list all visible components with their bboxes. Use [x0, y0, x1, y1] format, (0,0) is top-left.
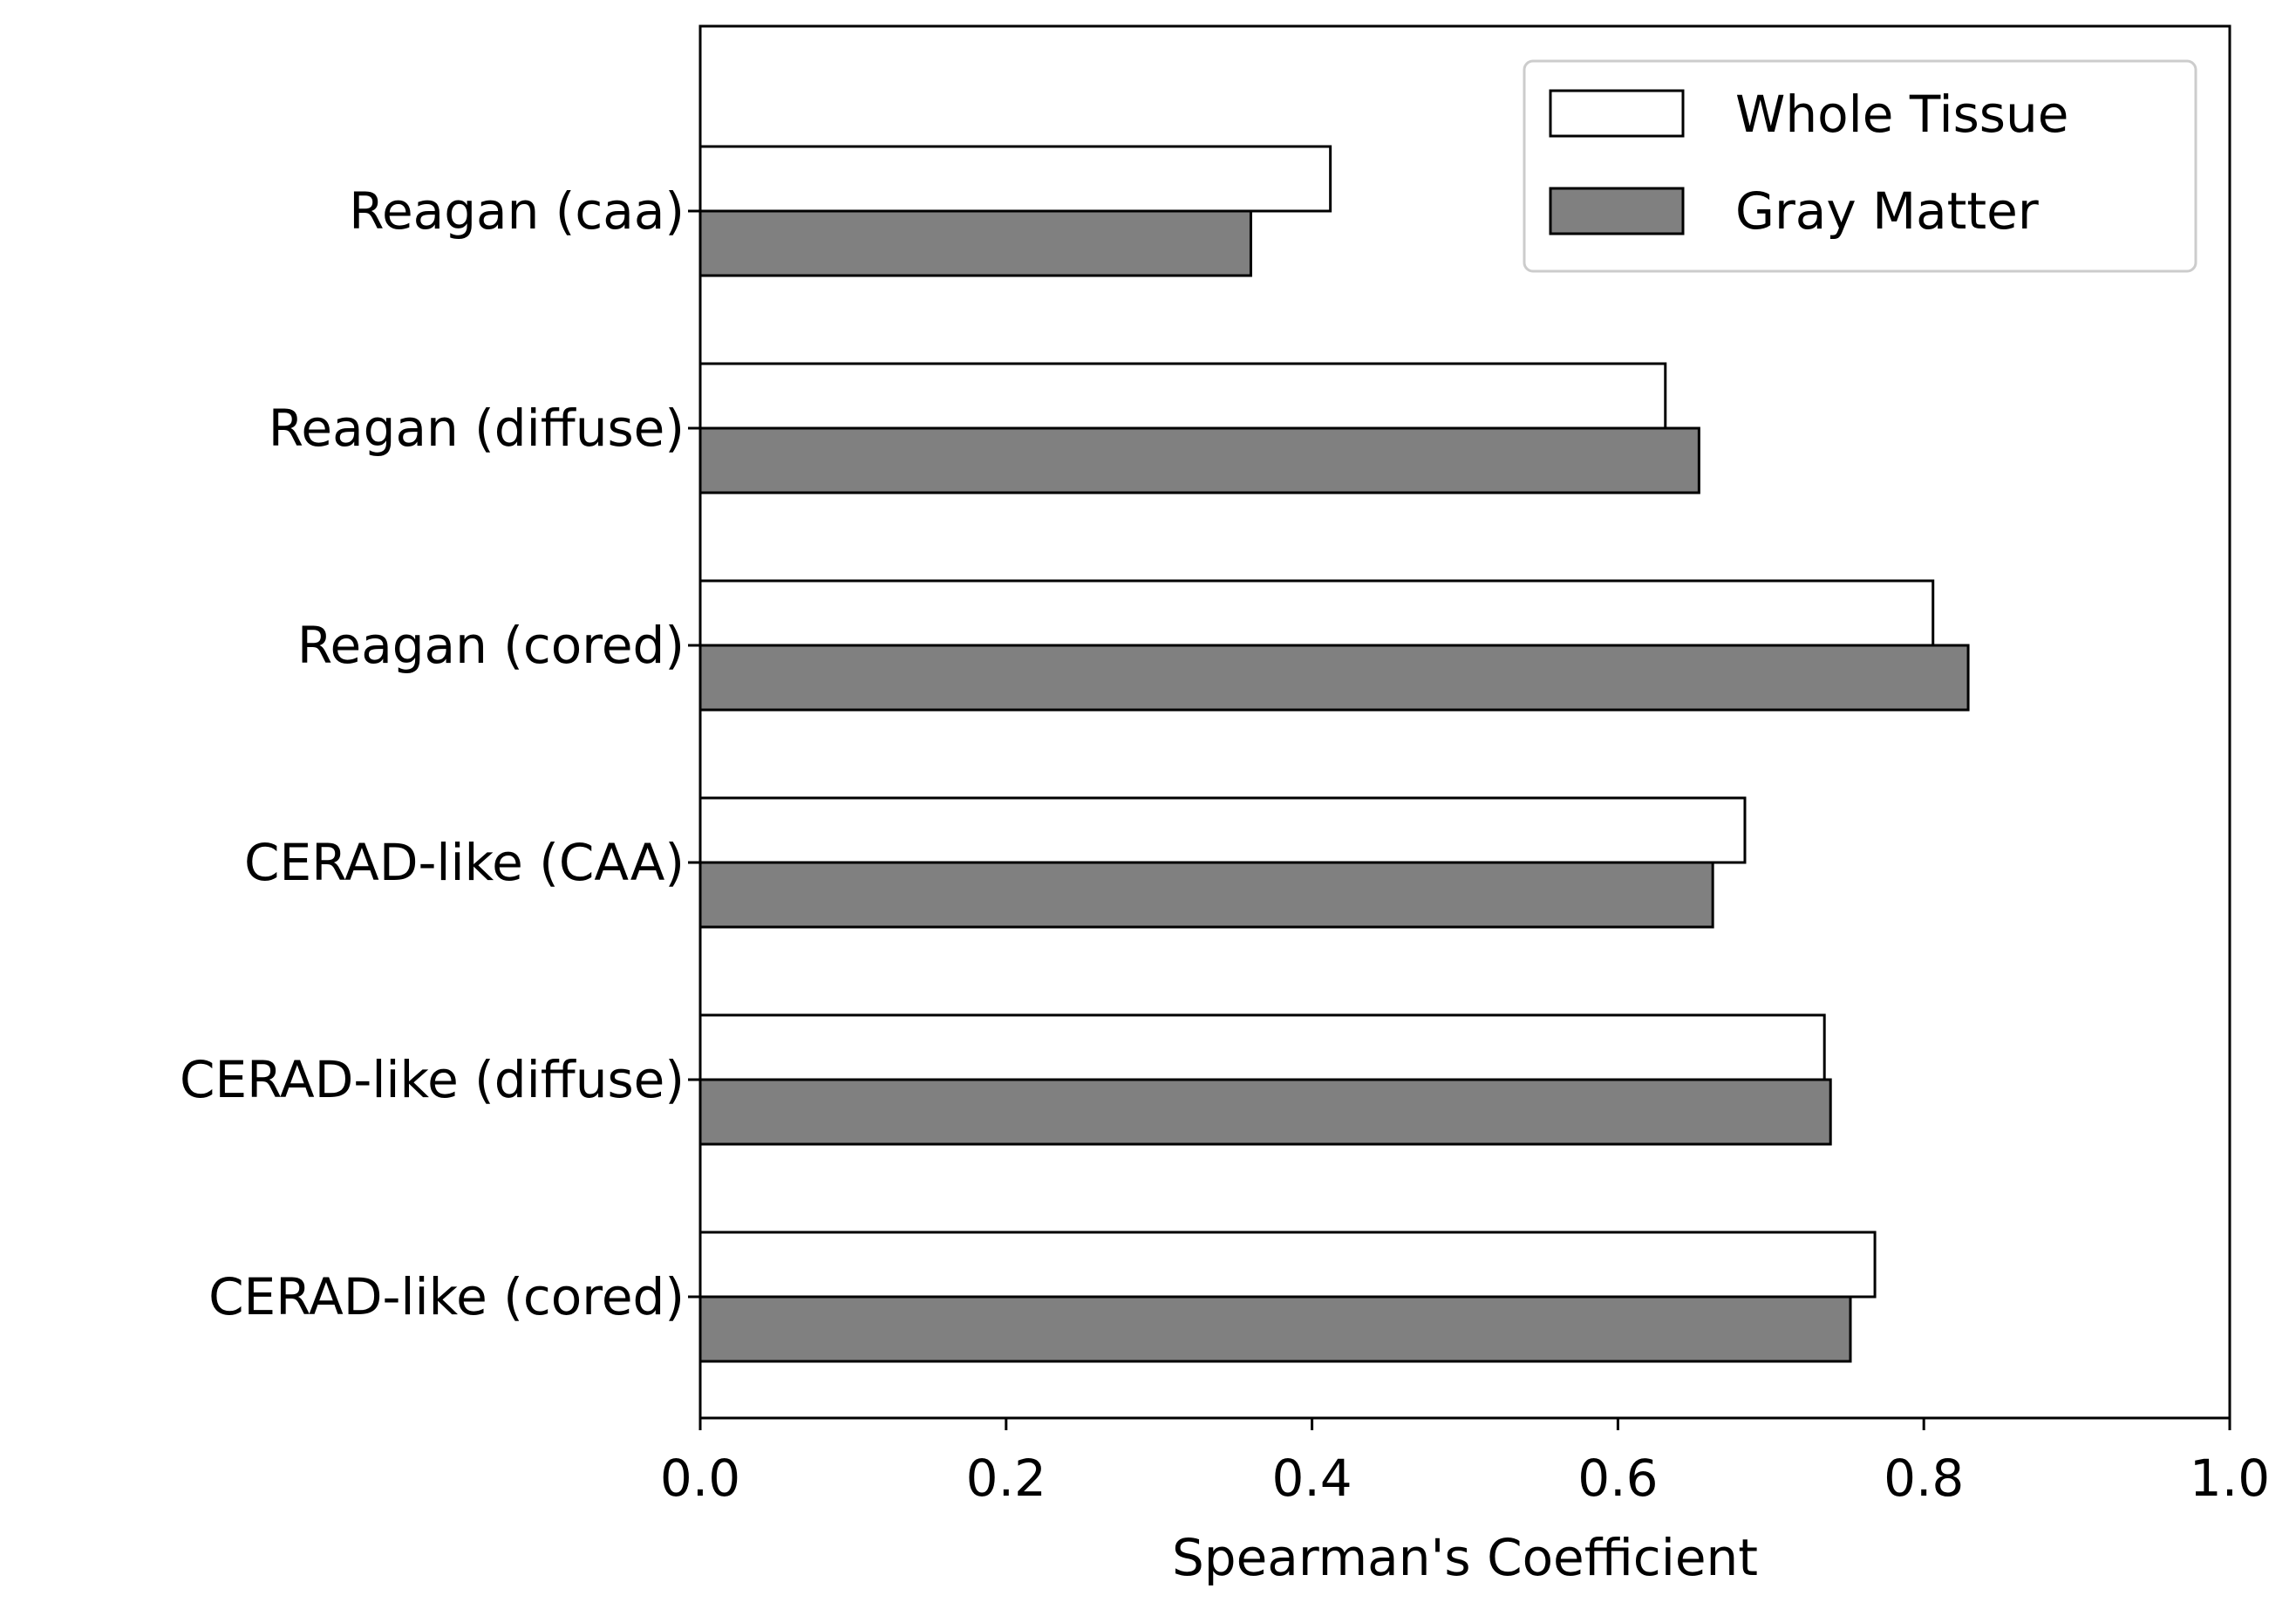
x-axis-label: Spearman's Coefficient	[1172, 1528, 1758, 1587]
bar-whole-tissue-cerad-like-diffuse	[698, 1013, 1826, 1081]
legend-label-gray-matter: Gray Matter	[1735, 181, 2039, 241]
legend-swatch-gray-matter	[1549, 187, 1685, 235]
x-tick-label-0-4: 0.4	[1271, 1449, 1352, 1508]
y-tick-label-cerad-like-cored: CERAD-like (cored)	[208, 1267, 685, 1326]
bar-gray-matter-cerad-like-cored	[698, 1295, 1852, 1363]
x-tick-label-0-6: 0.6	[1577, 1449, 1658, 1508]
bar-gray-matter-reagan-cored	[698, 644, 1970, 712]
y-tick-label-reagan-cored: Reagan (cored)	[297, 616, 685, 675]
bars-layer	[698, 145, 1970, 1363]
x-tick-label-0-0: 0.0	[660, 1449, 740, 1508]
legend-frame	[1523, 59, 2197, 273]
legend-label-whole-tissue: Whole Tissue	[1735, 85, 2068, 144]
legend-swatch-whole-tissue	[1549, 89, 1685, 138]
bar-whole-tissue-cerad-like-caa	[698, 796, 1747, 864]
bar-gray-matter-cerad-like-caa	[698, 861, 1714, 929]
bar-whole-tissue-reagan-caa	[698, 145, 1332, 213]
plot-frame	[698, 24, 2231, 1420]
bar-gray-matter-reagan-caa	[698, 209, 1252, 277]
x-tick-label-0-8: 0.8	[1884, 1449, 1964, 1508]
bar-gray-matter-cerad-like-diffuse	[698, 1078, 1832, 1146]
x-tick-label-0-2: 0.2	[966, 1449, 1046, 1508]
y-tick-label-reagan-diffuse: Reagan (diffuse)	[269, 399, 685, 458]
bar-whole-tissue-reagan-diffuse	[698, 362, 1667, 430]
y-axis: Reagan (caa) Reagan (diffuse) Reagan (core…	[180, 181, 700, 1326]
bar-whole-tissue-cerad-like-cored	[698, 1231, 1877, 1299]
x-tick-label-1-0: 1.0	[2190, 1449, 2270, 1508]
y-tick-label-reagan-caa: Reagan (caa)	[349, 181, 685, 241]
legend: Whole Tissue Gray Matter	[1523, 59, 2197, 273]
y-tick-label-cerad-like-caa: CERAD-like (CAA)	[244, 833, 685, 892]
bar-gray-matter-reagan-diffuse	[698, 426, 1700, 494]
bar-whole-tissue-reagan-cored	[698, 579, 1935, 647]
x-axis: 0.0 0.2 0.4 0.6 0.8 1.0	[660, 1418, 2270, 1508]
y-tick-label-cerad-like-diffuse: CERAD-like (diffuse)	[180, 1050, 685, 1109]
